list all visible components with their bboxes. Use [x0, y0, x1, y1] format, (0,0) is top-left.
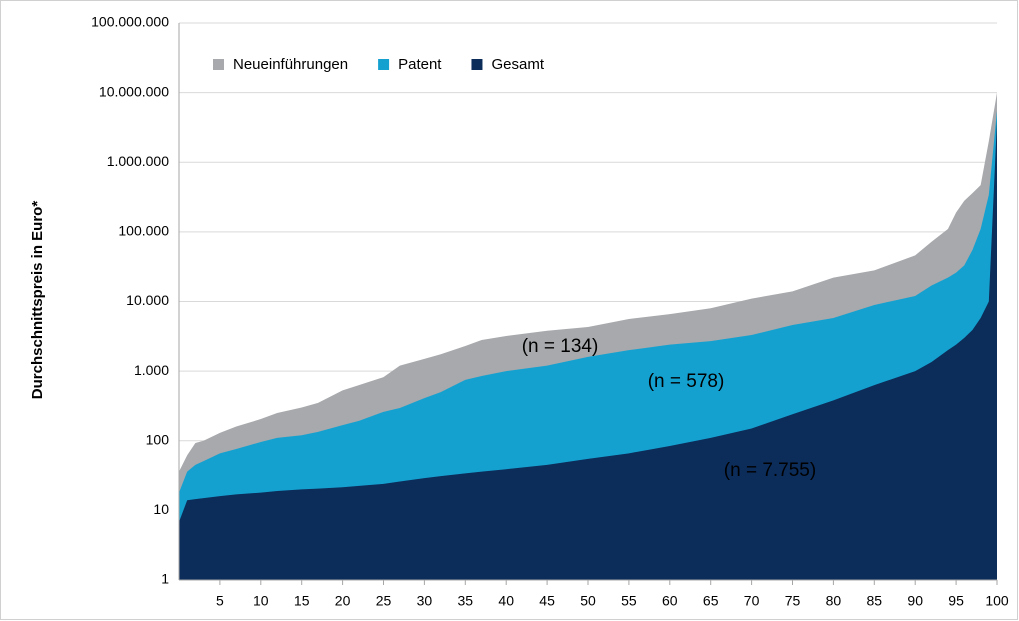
area	[179, 120, 997, 580]
x-tick-label: 50	[580, 593, 596, 609]
x-tick-label: 10	[253, 593, 269, 609]
y-tick-label: 10.000.000	[99, 83, 169, 99]
y-tick-label: 100.000	[118, 223, 169, 239]
x-tick-label: 95	[948, 593, 964, 609]
y-tick-label: 100.000.000	[91, 14, 169, 30]
x-tick-label: 35	[458, 593, 474, 609]
x-tick-label: 60	[662, 593, 678, 609]
legend-label: Patent	[398, 56, 442, 73]
x-tick-label: 65	[703, 593, 719, 609]
x-tick-label: 85	[867, 593, 883, 609]
y-tick-label: 1.000	[134, 362, 169, 378]
x-tick-label: 55	[621, 593, 637, 609]
x-tick-label: 40	[498, 593, 514, 609]
x-tick-label: 20	[335, 593, 351, 609]
annotation: (n = 134)	[522, 336, 599, 357]
y-axis-title: Durchschnittspreis in Euro*	[29, 201, 46, 400]
y-tick-label: 10	[153, 501, 169, 517]
x-tick-label: 25	[376, 593, 392, 609]
x-tick-label: 90	[907, 593, 923, 609]
legend-swatch	[471, 59, 483, 70]
x-tick-label: 5	[216, 593, 224, 609]
y-tick-label: 10.000	[126, 292, 169, 308]
x-tick-label: 80	[826, 593, 842, 609]
y-tick-label: 100	[146, 431, 170, 447]
legend-label: Neueinführungen	[233, 56, 348, 73]
x-tick-label: 30	[417, 593, 433, 609]
x-tick-label: 100	[985, 593, 1009, 609]
annotation: (n = 7.755)	[724, 460, 816, 481]
legend-swatch	[378, 59, 390, 70]
legend-label: Gesamt	[491, 56, 544, 73]
y-tick-label: 1.000.000	[107, 153, 169, 169]
x-tick-label: 45	[539, 593, 555, 609]
y-tick-label: 1	[161, 571, 169, 587]
x-tick-label: 15	[294, 593, 310, 609]
legend-swatch	[213, 59, 224, 70]
annotation: (n = 578)	[648, 371, 725, 392]
x-tick-label: 70	[744, 593, 760, 609]
x-tick-label: 75	[785, 593, 801, 609]
